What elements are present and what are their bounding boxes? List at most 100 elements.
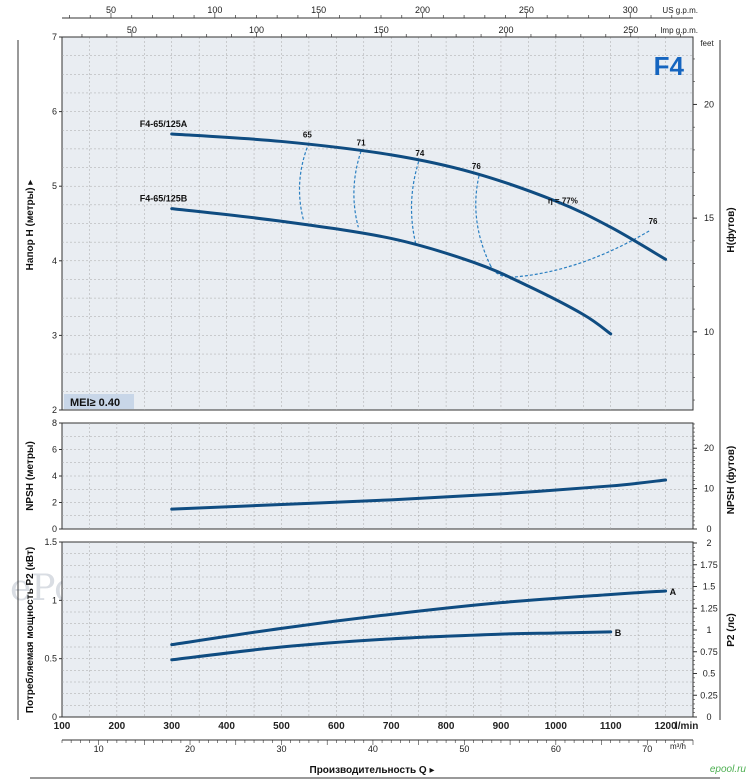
power-series-label: B bbox=[615, 628, 622, 638]
us-gpm-tick-label: 250 bbox=[519, 5, 534, 15]
lmin-tick-label: 200 bbox=[109, 721, 126, 732]
imp-gpm-tick-label: 200 bbox=[498, 25, 513, 35]
npsh-panel: 0 2 4 6 8 0 10 20 bbox=[52, 418, 714, 534]
us-gpm-tick-label: 200 bbox=[415, 5, 430, 15]
lmin-tick-label: 600 bbox=[328, 721, 345, 732]
power-right-tick-label: 1.5 bbox=[703, 582, 716, 592]
lmin-tick-label: 100 bbox=[54, 721, 71, 732]
power-ylabel: Потребляемая мощность P2 (кВт) bbox=[24, 547, 36, 713]
power-left-tick-label: 0.5 bbox=[44, 654, 57, 664]
lmin-tick-label: 400 bbox=[218, 721, 235, 732]
power-right-tick-label: 0.75 bbox=[700, 647, 718, 657]
efficiency-label: 76 bbox=[649, 217, 658, 226]
corner-logo: epool.ru bbox=[710, 764, 747, 775]
lmin-tick-label: 1100 bbox=[600, 721, 622, 732]
power-right-tick-label: 2 bbox=[706, 538, 711, 548]
npsh-left-tick-label: 0 bbox=[52, 524, 57, 534]
head-right-tick-label: 15 bbox=[704, 213, 714, 223]
power-left-tick-label: 1 bbox=[52, 595, 57, 605]
npsh-left-tick-label: 4 bbox=[52, 471, 57, 481]
npsh-right-tick-label: 10 bbox=[704, 484, 714, 494]
power-right-tick-label: 1.25 bbox=[700, 603, 718, 613]
mei-badge-text: MEI≥ 0.40 bbox=[70, 397, 120, 409]
chart-title: F4 bbox=[654, 51, 685, 81]
head-curve-a bbox=[170, 132, 668, 261]
npsh-ylabel: NPSH (метры) bbox=[25, 441, 36, 511]
efficiency-line bbox=[511, 230, 650, 278]
imp-gpm-tick-label: 100 bbox=[249, 25, 264, 35]
power-curve-b bbox=[170, 630, 613, 662]
head-series-label: F4-65/125A bbox=[140, 119, 188, 129]
power-left-tick-label: 0 bbox=[52, 712, 57, 722]
efficiency-label: 71 bbox=[357, 139, 366, 148]
lmin-tick-label: 700 bbox=[383, 721, 400, 732]
m3h-tick-label: 50 bbox=[459, 744, 469, 754]
us-gpm-unit: US g.p.m. bbox=[662, 6, 698, 15]
npsh-left-tick-label: 8 bbox=[52, 418, 57, 428]
head-right-tick-label: 20 bbox=[704, 99, 714, 109]
axis-titles: Напор H (метры) ▸ NPSH (метры) Потребляема… bbox=[17, 40, 737, 720]
npsh-right-tick-label: 0 bbox=[706, 524, 711, 534]
power-curve-a bbox=[170, 589, 668, 647]
us-gpm-tick-label: 100 bbox=[207, 5, 222, 15]
head-ylabel-right: H(футов) bbox=[725, 207, 737, 252]
npsh-curve bbox=[170, 478, 668, 511]
lmin-tick-label: 900 bbox=[493, 721, 510, 732]
power-right-tick-label: 1.75 bbox=[700, 560, 718, 570]
power-right-tick-label: 1 bbox=[706, 625, 711, 635]
lmin-tick-label: 300 bbox=[163, 721, 180, 732]
head-left-tick-label: 3 bbox=[52, 330, 57, 340]
npsh-left-tick-label: 6 bbox=[52, 445, 57, 455]
head-left-tick-label: 2 bbox=[52, 405, 57, 415]
power-plot-area bbox=[61, 541, 694, 718]
power-right-tick-label: 0.5 bbox=[703, 669, 716, 679]
us-gpm-tick-label: 300 bbox=[623, 5, 638, 15]
npsh-ylabel-right: NPSH (футов) bbox=[725, 446, 737, 515]
efficiency-label: 74 bbox=[415, 149, 424, 158]
m3h-tick-label: 60 bbox=[551, 744, 561, 754]
m3h-unit: m³/h bbox=[670, 742, 686, 751]
imp-gpm-tick-label: 250 bbox=[623, 25, 638, 35]
npsh-right-tick-label: 20 bbox=[704, 443, 714, 453]
lmin-unit: l/min bbox=[675, 721, 698, 732]
efficiency-line bbox=[298, 142, 310, 220]
efficiency-line bbox=[489, 264, 512, 278]
lmin-tick-label: 1200 bbox=[654, 721, 677, 732]
head-panel: 2 3 4 5 6 7 10 15 20 feet F4 MEI≥ 0.40 F4-65/125A F4-… bbox=[52, 32, 714, 415]
imp-gpm-tick-label: 50 bbox=[127, 25, 137, 35]
power-series-label: A bbox=[670, 587, 677, 597]
head-curve-b bbox=[170, 207, 613, 336]
power-right-tick-label: 0.25 bbox=[700, 690, 718, 700]
lmin-tick-label: 500 bbox=[273, 721, 290, 732]
head-left-tick-label: 4 bbox=[52, 256, 57, 266]
m3h-tick-label: 30 bbox=[276, 744, 286, 754]
efficiency-label: η = 77% bbox=[548, 196, 578, 205]
us-gpm-tick-label: 50 bbox=[106, 5, 116, 15]
m3h-tick-label: 70 bbox=[642, 744, 652, 754]
head-ylabel: Напор H (метры) ▸ bbox=[25, 180, 36, 271]
head-left-tick-label: 5 bbox=[52, 181, 57, 191]
imp-gpm-unit: Imp g.p.m. bbox=[660, 26, 698, 35]
m3h-tick-label: 20 bbox=[185, 744, 195, 754]
efficiency-line bbox=[353, 150, 362, 228]
head-series-label: F4-65/125B bbox=[140, 194, 188, 204]
head-left-tick-label: 6 bbox=[52, 107, 57, 117]
efficiency-line bbox=[475, 175, 491, 265]
imp-gpm-tick-label: 150 bbox=[374, 25, 389, 35]
efficiency-label: 65 bbox=[303, 130, 312, 139]
head-right-unit: feet bbox=[700, 39, 714, 48]
lmin-tick-label: 1000 bbox=[545, 721, 568, 732]
m3h-tick-label: 40 bbox=[368, 744, 378, 754]
power-left-tick-label: 1.5 bbox=[44, 537, 57, 547]
m3h-tick-label: 10 bbox=[94, 744, 104, 754]
head-left-tick-label: 7 bbox=[52, 32, 57, 42]
mei-badge bbox=[64, 394, 134, 409]
bottom-axes: 100 200 300 400 500 600 700 800 900 1000 1100 1200l… bbox=[30, 721, 747, 779]
power-ylabel-right: P2 (лс) bbox=[726, 613, 737, 646]
x-axis-title: Производительность Q ▸ bbox=[310, 765, 435, 776]
npsh-left-tick-label: 2 bbox=[52, 498, 57, 508]
lmin-tick-label: 800 bbox=[438, 721, 455, 732]
power-panel: 0 0.5 1 1.5 0 0.25 0.5 0.75 1 1.25 1.5 1.75 2 A B bbox=[44, 537, 717, 722]
efficiency-label: 76 bbox=[472, 162, 481, 171]
